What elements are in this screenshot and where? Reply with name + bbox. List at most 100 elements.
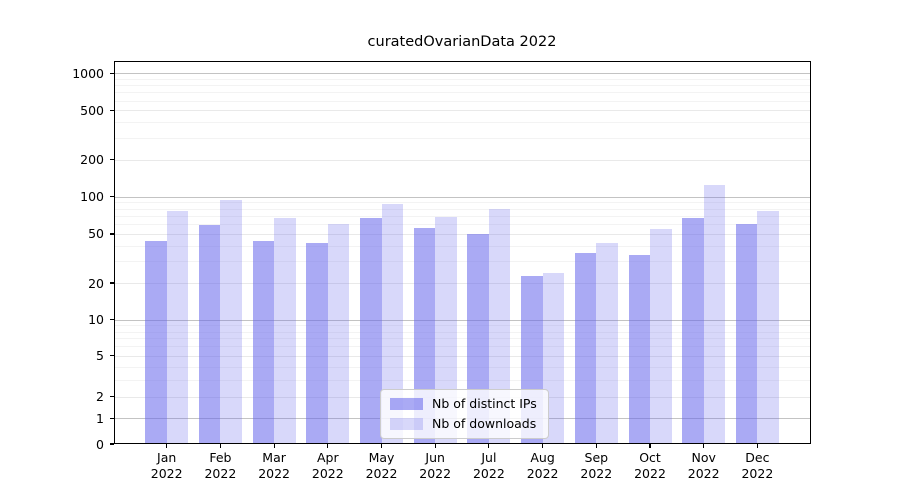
y-tick-mark [109, 109, 114, 111]
gridline-minor [113, 208, 811, 210]
legend-label-downloads: Nb of downloads [432, 416, 537, 431]
gridline-minor [113, 100, 811, 102]
x-tick-label-oct: Oct 2022 [618, 450, 682, 481]
x-tick-mark [649, 444, 651, 448]
bar-sep-downloads [596, 243, 618, 444]
y-tick-mark [109, 282, 114, 284]
y-tick-mark [109, 443, 114, 445]
x-tick-year: 2022 [687, 465, 720, 481]
y-tick-label: 1 [96, 410, 104, 426]
x-tick-label-sep: Sep 2022 [564, 450, 628, 481]
x-tick-month: Dec [745, 450, 770, 465]
x-tick-month: Nov [691, 450, 716, 465]
x-tick-month: Oct [639, 450, 661, 465]
gridline-minor [113, 331, 811, 333]
x-tick-month: Apr [316, 450, 339, 465]
x-tick-mark [219, 444, 221, 448]
gridline [113, 110, 811, 112]
bar-sep-ips [574, 253, 597, 444]
y-tick-mark [109, 319, 114, 321]
x-tick-month: Jun [425, 450, 445, 465]
x-tick-year: 2022 [365, 465, 398, 481]
bar-feb-ips [198, 225, 221, 444]
x-tick-month: Sep [584, 450, 609, 465]
x-tick-year: 2022 [419, 465, 452, 481]
gridline-minor [113, 85, 811, 87]
y-tick-label: 200 [80, 152, 104, 168]
gridline-minor [113, 379, 811, 381]
bar-may-ips [360, 218, 382, 444]
gridline-minor [113, 346, 811, 348]
x-tick-year: 2022 [741, 465, 774, 481]
x-tick-month: Aug [530, 450, 555, 465]
x-tick-label-feb: Feb 2022 [188, 450, 252, 481]
bar-may-downloads [381, 204, 403, 444]
x-tick-month: Feb [209, 450, 232, 465]
x-tick-label-dec: Dec 2022 [725, 450, 789, 481]
y-tick-mark [109, 72, 114, 74]
x-tick-year: 2022 [150, 465, 183, 481]
bar-nov-ips [682, 217, 704, 444]
bar-oct-ips [628, 254, 650, 444]
x-tick-label-jun: Jun 2022 [403, 450, 467, 481]
legend-row-distinct-ips: Nb of distinct IPs [390, 396, 537, 411]
y-tick-label: 100 [80, 189, 104, 205]
x-tick-year: 2022 [472, 465, 505, 481]
bar-mar-downloads [274, 217, 296, 444]
x-tick-year: 2022 [258, 465, 290, 481]
x-tick-mark [434, 444, 436, 448]
chart-title: curatedOvarianData 2022 [367, 34, 557, 50]
y-tick-mark [109, 158, 114, 161]
y-tick-label: 5 [96, 348, 104, 364]
gridline-minor [113, 261, 811, 263]
x-tick-mark [327, 444, 329, 448]
bar-apr-ips [306, 243, 328, 444]
x-tick-mark [488, 444, 490, 448]
gridline-minor [113, 338, 811, 340]
y-tick-label: 10 [88, 312, 104, 328]
gridline [113, 283, 811, 285]
x-tick-label-aug: Aug 2022 [511, 450, 575, 481]
gridline-minor [113, 325, 811, 327]
gridline-major [113, 196, 811, 198]
y-tick-label: 20 [88, 275, 104, 291]
bar-feb-downloads [220, 200, 242, 444]
y-tick-label: 2 [96, 389, 104, 405]
y-tick-mark [109, 417, 114, 419]
bar-jan-ips [145, 240, 167, 444]
x-tick-mark [756, 444, 758, 448]
y-tick-label: 500 [80, 102, 104, 118]
legend-row-downloads: Nb of downloads [390, 416, 537, 431]
y-tick-mark [109, 196, 114, 198]
x-tick-mark [595, 444, 597, 448]
bar-jan-downloads [166, 210, 189, 444]
bar-dec-downloads [757, 210, 779, 444]
bar-nov-downloads [703, 184, 726, 444]
bar-dec-ips [735, 224, 758, 444]
x-tick-year: 2022 [634, 465, 666, 481]
bar-mar-ips [252, 240, 275, 444]
gridline-major [113, 73, 811, 75]
x-tick-month: May [368, 450, 395, 465]
gridline [113, 233, 811, 235]
legend-swatch-downloads [390, 417, 423, 430]
x-tick-month: Mar [262, 450, 286, 465]
gridline-minor [113, 215, 811, 217]
x-tick-month: Jan [157, 450, 177, 465]
x-tick-year: 2022 [311, 465, 344, 481]
bar-jun-downloads [435, 216, 457, 444]
gridline-minor [113, 122, 811, 124]
x-tick-label-nov: Nov 2022 [672, 450, 736, 481]
legend-swatch-distinct-ips [390, 397, 423, 410]
x-tick-year: 2022 [204, 465, 237, 481]
gridline-minor [113, 245, 811, 247]
x-tick-mark [273, 444, 275, 448]
y-tick-mark [109, 233, 114, 235]
legend: Nb of distinct IPs Nb of downloads [380, 389, 549, 439]
bar-jul-downloads [488, 209, 511, 444]
x-tick-label-mar: Mar 2022 [242, 450, 306, 481]
gridline-minor [113, 137, 811, 139]
